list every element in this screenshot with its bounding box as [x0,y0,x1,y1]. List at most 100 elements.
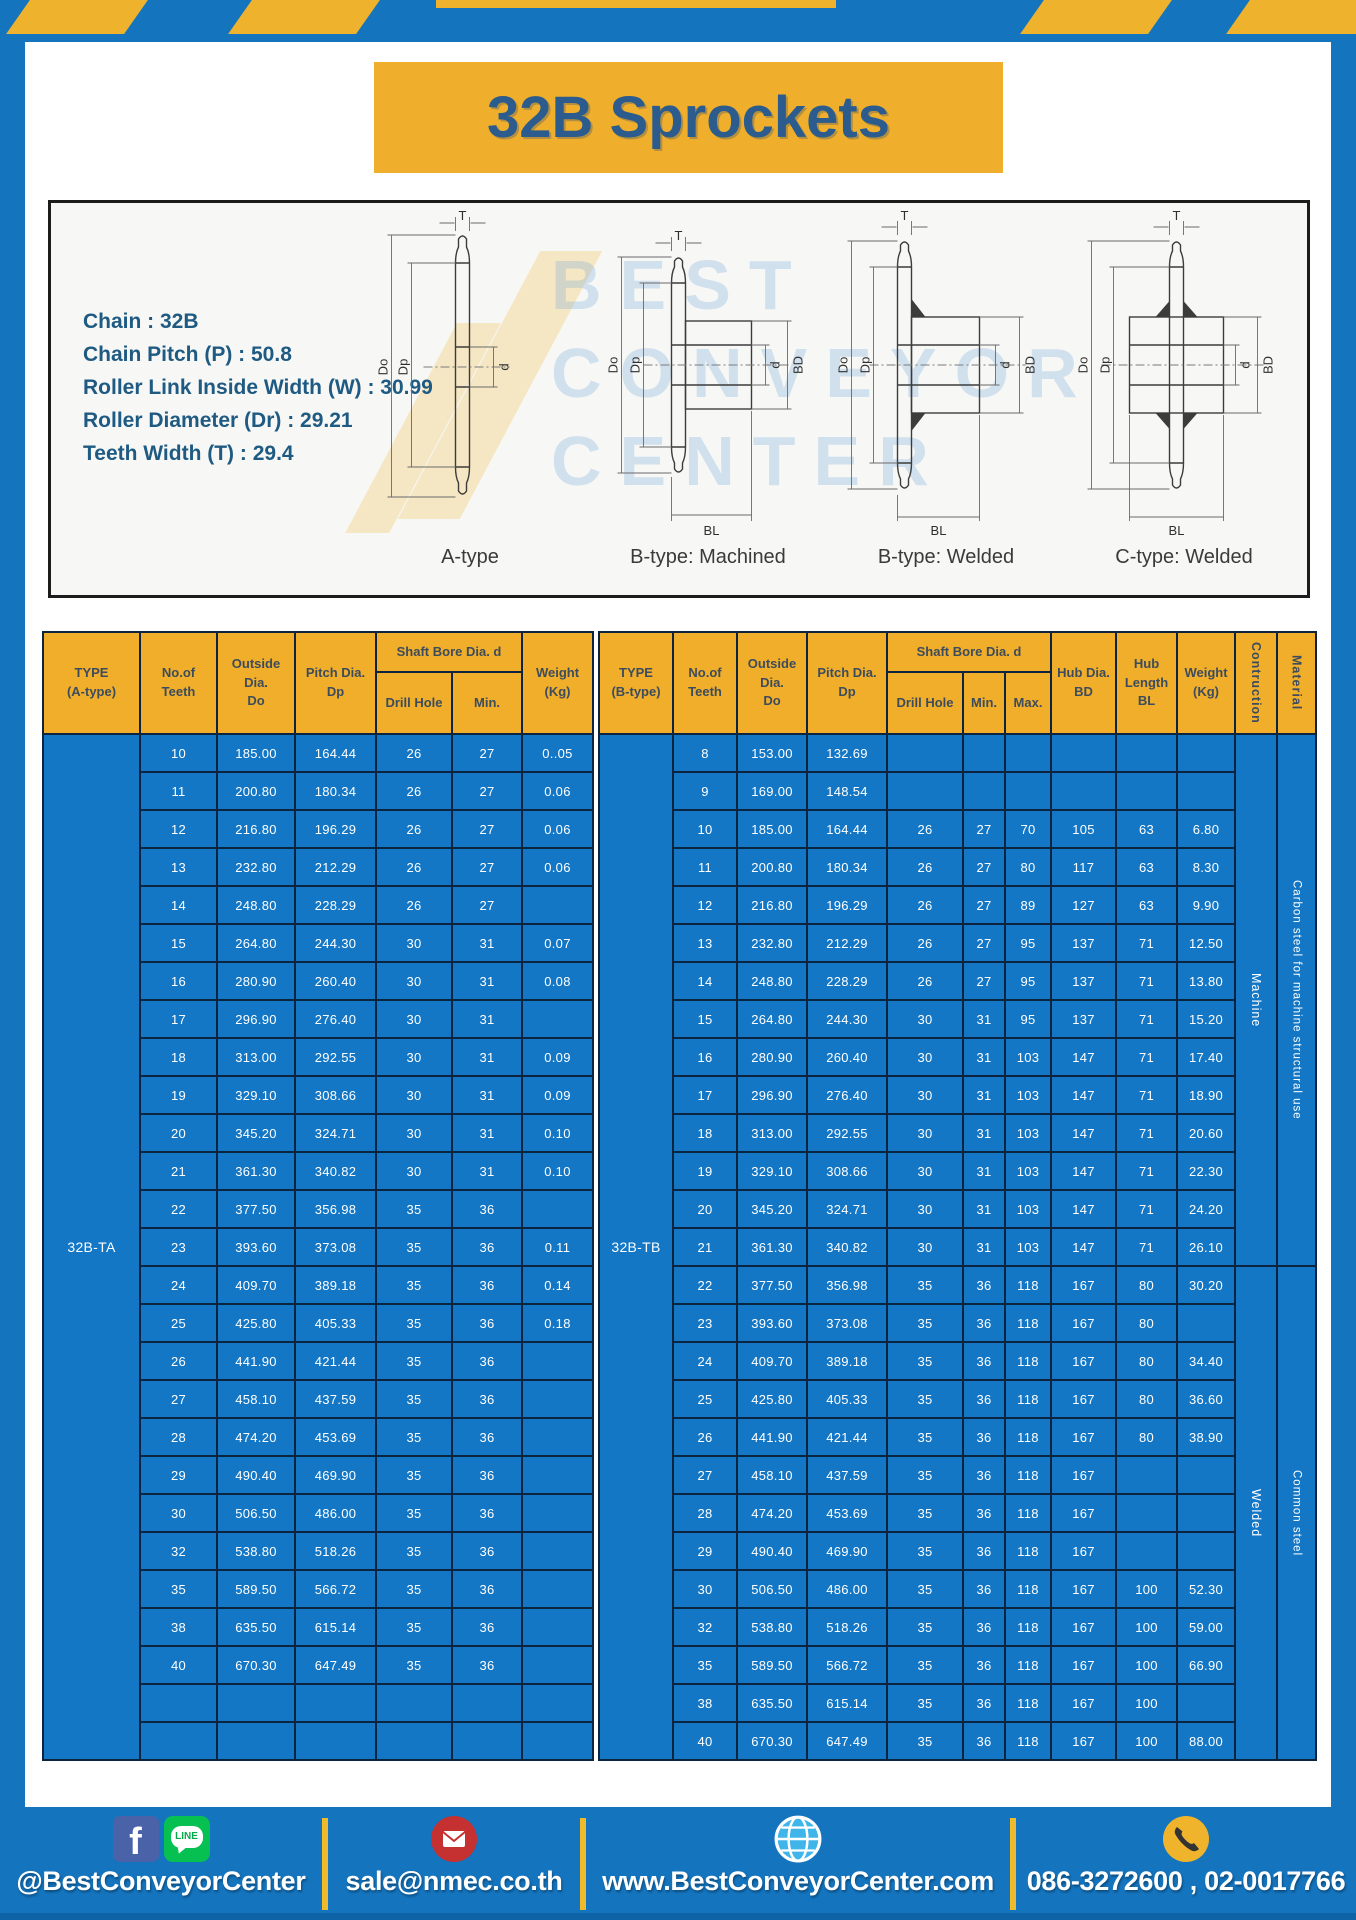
table-row: 12 216.80 196.29 26 27 0.06 [43,809,594,849]
cell: 71 [1115,1189,1178,1229]
cell: 27 [451,771,523,811]
cell [521,1493,594,1533]
cell: 10 [139,733,218,773]
cell: 31 [962,1037,1006,1077]
cell: 31 [962,1189,1006,1229]
cell: 228.29 [294,885,377,925]
cell [1176,1683,1236,1723]
table-row: 18 313.00 292.55 30 31 103 147 71 20.60 [599,1113,1316,1153]
cell [1115,1455,1178,1495]
cell: 167 [1050,1379,1117,1419]
cell: 147 [1050,1113,1117,1153]
cell: 36 [962,1645,1006,1685]
cell [1176,1531,1236,1571]
cell: 377.50 [736,1265,808,1305]
cell [139,1721,218,1761]
cell: 280.90 [216,961,296,1001]
cell: 35 [672,1645,738,1685]
cell: 421.44 [806,1417,888,1457]
cell: 393.60 [736,1303,808,1343]
table-row: 26 441.90 421.44 35 36 118 167 80 38.90 [599,1417,1316,1457]
cell: 615.14 [294,1607,377,1647]
cell: 66.90 [1176,1645,1236,1685]
cell: 118 [1004,1569,1052,1609]
cell: 405.33 [806,1379,888,1419]
figure-b-type-machined: d BD Do Dp T BL B-type: Machined [589,209,827,595]
cell: 164.44 [806,809,888,849]
cell: 167 [1050,1417,1117,1457]
cell: 35 [886,1417,964,1457]
cell: 196.29 [294,809,377,849]
cell: 22 [139,1189,218,1229]
cell: 20 [672,1189,738,1229]
cell: 26 [886,885,964,925]
cell: 167 [1050,1303,1117,1343]
table-row: 19 329.10 308.66 30 31 103 147 71 22.30 [599,1151,1316,1191]
table-row: 11 200.80 180.34 26 27 80 117 63 8.30 [599,847,1316,887]
cell: 566.72 [806,1645,888,1685]
cell: 26 [886,961,964,1001]
cell [1115,733,1178,773]
cell: 389.18 [294,1265,377,1305]
cell: 35 [375,1455,453,1495]
table-row: 32B-TA 10 185.00 164.44 26 27 0..05 [42,733,594,1761]
cell: 167 [1050,1455,1117,1495]
cell: 264.80 [216,923,296,963]
cell: 30 [375,999,453,1039]
cell: 118 [1004,1531,1052,1571]
cell: 36 [962,1455,1006,1495]
cell: 31 [451,1151,523,1191]
table-row: 15 264.80 244.30 30 31 0.07 [43,923,594,963]
cell: 308.66 [806,1151,888,1191]
cell: 95 [1004,999,1052,1039]
cell: 31 [962,1113,1006,1153]
cell: 329.10 [216,1075,296,1115]
cell: 280.90 [736,1037,808,1077]
cell: 103 [1004,1113,1052,1153]
cell: 393.60 [216,1227,296,1267]
cell [294,1721,377,1761]
cell: 0.18 [521,1303,594,1343]
cell: 32 [139,1531,218,1571]
cell: 244.30 [294,923,377,963]
cell: 276.40 [806,1075,888,1115]
cell: 518.26 [294,1531,377,1571]
table-row: 9 169.00 148.54 [599,771,1316,811]
cell: 35 [886,1645,964,1685]
cell: 35 [886,1531,964,1571]
cell: 52.30 [1176,1569,1236,1609]
cell: 167 [1050,1683,1117,1723]
column-header: Max. [1004,671,1052,735]
table-row: 22 377.50 356.98 35 36 [43,1189,594,1229]
cell: 35 [375,1531,453,1571]
cell: 34.40 [1176,1341,1236,1381]
cell: 474.20 [216,1417,296,1457]
table-row: 30 506.50 486.00 35 36 118 167 100 52.30 [599,1569,1316,1609]
cell: 670.30 [736,1721,808,1761]
table-row: 18 313.00 292.55 30 31 0.09 [43,1037,594,1077]
cell: 36 [962,1531,1006,1571]
footer-social-section: f LINE @BestConveyorCenter [0,1807,322,1920]
cell: 329.10 [736,1151,808,1191]
cell: 29 [139,1455,218,1495]
cell: 63 [1115,847,1178,887]
column-header: Outside Dia. Do [736,631,808,735]
cell: 356.98 [806,1265,888,1305]
banner-stripe [6,0,148,34]
cell: 35 [375,1341,453,1381]
cell: 35 [886,1721,964,1761]
cell: 8 [672,733,738,773]
table-row: 25 425.80 405.33 35 36 118 167 80 36.60 [599,1379,1316,1419]
spec-line: Roller Link Inside Width (W) : 30.99 [83,376,433,399]
cell: 38.90 [1176,1417,1236,1457]
cell [521,999,594,1039]
cell: 118 [1004,1683,1052,1723]
cell: 24 [139,1265,218,1305]
cell: 12.50 [1176,923,1236,963]
material-header: Material [1276,631,1317,735]
cell: 0.11 [521,1227,594,1267]
table-row: 19 329.10 308.66 30 31 0.09 [43,1075,594,1115]
cell: 118 [1004,1721,1052,1761]
cell: 30 [886,1037,964,1077]
cell: 308.66 [294,1075,377,1115]
